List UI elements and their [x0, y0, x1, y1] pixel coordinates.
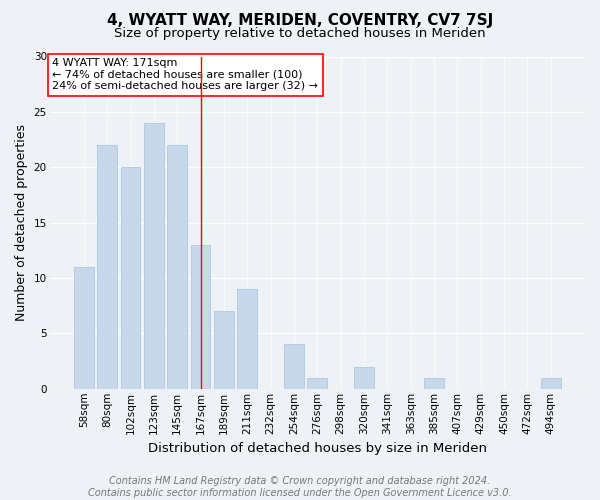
Bar	[354, 366, 374, 389]
Bar	[121, 168, 140, 389]
Bar	[74, 267, 94, 389]
Bar	[97, 145, 117, 389]
Text: Contains HM Land Registry data © Crown copyright and database right 2024.
Contai: Contains HM Land Registry data © Crown c…	[88, 476, 512, 498]
Bar	[307, 378, 327, 389]
Bar	[541, 378, 560, 389]
Bar	[191, 245, 211, 389]
Text: Size of property relative to detached houses in Meriden: Size of property relative to detached ho…	[114, 28, 486, 40]
Bar	[284, 344, 304, 389]
Bar	[167, 145, 187, 389]
Y-axis label: Number of detached properties: Number of detached properties	[15, 124, 28, 321]
X-axis label: Distribution of detached houses by size in Meriden: Distribution of detached houses by size …	[148, 442, 487, 455]
Bar	[144, 123, 164, 389]
Bar	[214, 311, 234, 389]
Bar	[424, 378, 444, 389]
Text: 4, WYATT WAY, MERIDEN, COVENTRY, CV7 7SJ: 4, WYATT WAY, MERIDEN, COVENTRY, CV7 7SJ	[107, 12, 493, 28]
Bar	[238, 289, 257, 389]
Text: 4 WYATT WAY: 171sqm
← 74% of detached houses are smaller (100)
24% of semi-detac: 4 WYATT WAY: 171sqm ← 74% of detached ho…	[52, 58, 318, 92]
